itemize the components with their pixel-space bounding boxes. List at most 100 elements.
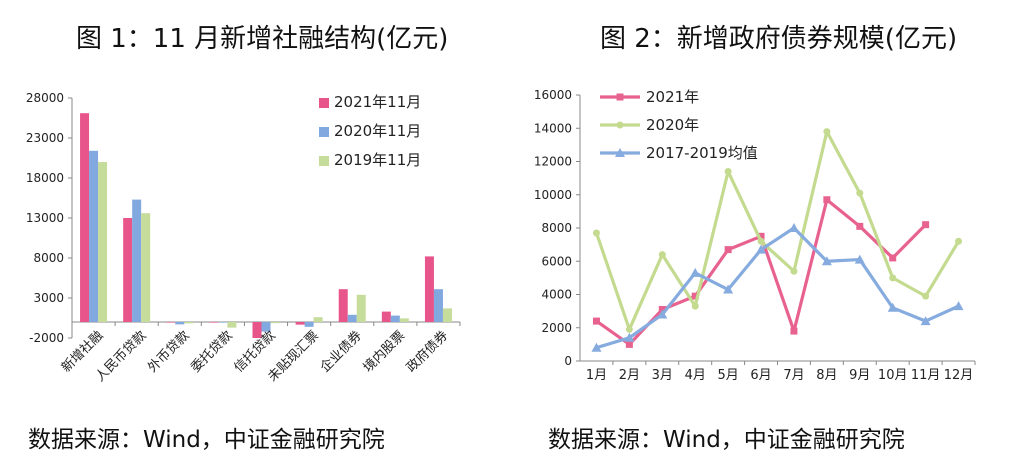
bar (390, 315, 400, 322)
y-tick-label: 28000 (26, 91, 64, 105)
marker-circle (691, 302, 699, 310)
y-tick-label: 2000 (541, 321, 572, 335)
chart2-title: 图 2：新增政府债券规模(亿元) (600, 24, 958, 54)
legend-swatch (319, 127, 329, 137)
bar (123, 218, 133, 322)
y-tick-label: 13000 (26, 211, 64, 225)
marker-circle (658, 251, 666, 259)
bar (399, 318, 409, 322)
x-category-label: 7月 (783, 368, 804, 383)
y-tick-label: 12000 (534, 155, 572, 169)
chart1-title: 图 1：11 月新增社融结构(亿元) (76, 24, 449, 54)
bar (356, 294, 366, 322)
x-category-label: 11月 (911, 368, 941, 383)
marker-circle (616, 121, 624, 129)
marker-triangle (690, 267, 701, 277)
x-category-label: 6月 (750, 368, 771, 383)
series-line (594, 129, 960, 332)
x-category-label: 企业债券 (317, 328, 365, 376)
marker-triangle (615, 148, 625, 157)
y-tick-label: 14000 (534, 121, 572, 135)
marker-circle (922, 292, 930, 300)
bar-chart: 2800023000180001300080003000-2000新增社融人民币… (26, 91, 461, 385)
marker-triangle (821, 256, 832, 266)
marker-square (724, 246, 732, 254)
bar (433, 289, 443, 322)
bar (184, 322, 194, 324)
marker-circle (955, 237, 963, 245)
bar (295, 322, 305, 325)
marker-square (625, 340, 633, 348)
bar (381, 311, 391, 322)
marker-square (922, 221, 930, 229)
x-category-label: 2月 (619, 368, 640, 383)
chart2-source: 数据来源：Wind，中证金融研究院 (548, 427, 905, 453)
legend-label: 2021年11月 (334, 93, 421, 111)
marker-triangle (624, 332, 635, 342)
marker-square (889, 254, 897, 262)
y-tick-label: 23000 (26, 131, 64, 145)
marker-triangle (723, 284, 734, 294)
marker-circle (790, 267, 798, 275)
bar (218, 322, 228, 323)
marker-triangle (788, 223, 799, 232)
bar (227, 322, 237, 328)
x-category-label: 3月 (652, 368, 673, 383)
bar (313, 317, 323, 322)
legend-swatch (319, 156, 329, 166)
marker-circle (856, 189, 864, 197)
marker-circle (625, 325, 633, 333)
y-tick-label: 3000 (33, 291, 64, 305)
y-tick-label: 6000 (541, 254, 572, 268)
marker-circle (823, 128, 831, 136)
bar (424, 256, 434, 322)
y-tick-label: 8000 (541, 221, 572, 235)
x-category-label: 12月 (944, 368, 974, 383)
legend-label: 2020年 (646, 116, 699, 134)
x-category-label: 境内股票 (360, 328, 408, 376)
legend-label: 2020年11月 (334, 122, 421, 140)
bar (89, 150, 99, 322)
chart1-source: 数据来源：Wind，中证金融研究院 (28, 427, 385, 453)
bar (175, 322, 185, 325)
y-tick-label: 4000 (541, 288, 572, 302)
bar (347, 314, 357, 322)
marker-triangle (657, 309, 668, 319)
legend-label: 2017-2019均值 (646, 144, 758, 162)
y-tick-label: -2000 (29, 331, 64, 345)
bar (252, 322, 262, 338)
marker-triangle (920, 316, 931, 326)
marker-circle (757, 237, 765, 245)
y-tick-label: 10000 (534, 188, 572, 202)
series-line (595, 226, 960, 350)
series-line (595, 198, 927, 346)
marker-circle (592, 229, 600, 237)
marker-circle (889, 274, 897, 282)
marker-square (616, 93, 624, 101)
line-chart: 0 2000 4000 6000 8000 10000 12000 14000 16000 1月 2… (534, 88, 976, 383)
x-category-label: 5月 (717, 368, 738, 383)
marker-square (790, 327, 798, 335)
bar (209, 322, 219, 323)
marker-triangle (591, 342, 602, 352)
marker-triangle (887, 302, 898, 312)
legend-label: 2019年11月 (334, 151, 421, 169)
y-tick-label: 16000 (534, 88, 572, 102)
marker-square (691, 292, 699, 300)
bar (166, 322, 176, 323)
x-category-label: 委托贷款 (188, 328, 235, 375)
bar (442, 308, 452, 322)
bar (304, 322, 314, 327)
marker-square (592, 317, 600, 325)
y-tick-label: 8000 (33, 251, 64, 265)
legend-label: 2021年 (646, 88, 699, 106)
marker-square (757, 232, 765, 240)
marker-triangle (953, 301, 964, 311)
bar (132, 199, 142, 322)
bar (261, 322, 271, 332)
marker-square (823, 196, 831, 204)
x-category-label: 8月 (816, 368, 837, 383)
bar (98, 162, 108, 322)
marker-square (856, 222, 864, 230)
